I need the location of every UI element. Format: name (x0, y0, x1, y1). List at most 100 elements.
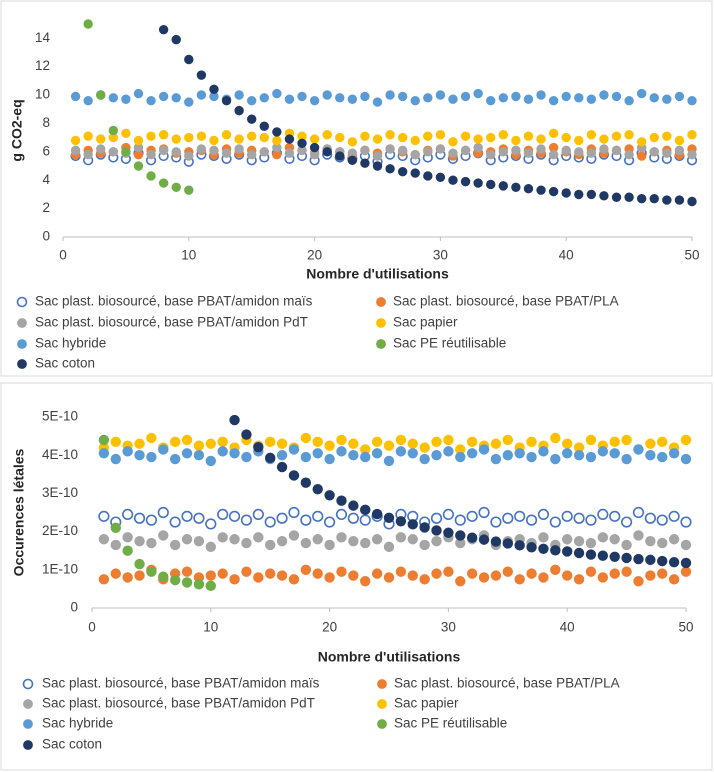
data-point (312, 568, 323, 579)
data-point (383, 455, 395, 467)
data-point (395, 434, 407, 446)
data-point (633, 553, 644, 565)
data-point (621, 539, 632, 551)
data-point (585, 451, 597, 463)
data-point (636, 193, 647, 204)
data-point (108, 93, 119, 103)
legend-marker (22, 678, 34, 690)
data-point (272, 135, 282, 146)
legend-marker (377, 679, 387, 689)
data-point (312, 483, 323, 495)
data-point (609, 436, 620, 448)
data-point (502, 538, 514, 549)
data-point (419, 453, 430, 465)
data-point (548, 149, 559, 160)
data-point (448, 137, 458, 147)
data-point (611, 145, 622, 156)
legend-label: Sac plast. biosourcé, base PBAT/amidon P… (42, 696, 315, 711)
data-point (276, 461, 288, 473)
data-point (205, 580, 217, 592)
data-point (234, 134, 244, 144)
data-point (585, 434, 597, 446)
legend-marker (23, 740, 33, 750)
data-point (674, 135, 685, 146)
data-point (448, 175, 458, 185)
data-point (288, 470, 300, 481)
data-point (209, 84, 219, 95)
data-point (169, 574, 181, 586)
data-point (158, 178, 169, 188)
data-point (561, 91, 571, 102)
data-point (276, 512, 288, 524)
data-point (478, 444, 490, 455)
data-point (620, 516, 633, 528)
data-point (240, 514, 253, 526)
data-point (322, 130, 332, 140)
data-point (624, 192, 634, 202)
data-point (209, 145, 219, 156)
data-point (264, 516, 276, 528)
y-tick-label: 4 (42, 172, 50, 187)
data-point (548, 95, 559, 106)
data-point (276, 570, 288, 581)
data-point (181, 510, 193, 522)
data-point (687, 95, 697, 106)
data-point (662, 94, 672, 104)
data-point (181, 434, 193, 446)
data-point (526, 451, 537, 463)
data-point (410, 95, 420, 106)
data-point (407, 570, 418, 581)
series (98, 530, 692, 553)
legend-marker (377, 699, 387, 709)
data-point (371, 508, 383, 520)
data-point (668, 556, 680, 568)
data-point (645, 554, 656, 566)
data-point (348, 500, 359, 511)
y-tick-label: 0 (42, 229, 50, 244)
data-point (599, 90, 609, 100)
legend-label: Sac hybride (35, 336, 106, 351)
data-point (121, 128, 131, 139)
data-point (360, 504, 371, 516)
x-tick-label: 0 (88, 620, 96, 635)
data-point (514, 510, 526, 522)
data-point (253, 532, 264, 543)
data-point (460, 91, 471, 102)
data-point (609, 510, 621, 522)
data-point (478, 572, 490, 583)
y-tick-label: 8 (42, 115, 50, 130)
data-point (680, 434, 692, 446)
x-tick-label: 50 (684, 248, 699, 263)
series (70, 88, 697, 107)
data-point (228, 510, 241, 522)
data-point (523, 148, 534, 158)
data-point (478, 506, 490, 519)
data-point (134, 438, 145, 449)
data-point (498, 181, 509, 191)
data-point (561, 132, 571, 143)
data-point (134, 570, 145, 581)
data-point (122, 508, 134, 521)
data-point (561, 145, 571, 156)
data-point (246, 95, 257, 106)
data-point (448, 148, 458, 158)
data-point (687, 130, 697, 140)
data-point (83, 149, 93, 160)
data-point (146, 451, 157, 463)
data-point (133, 88, 144, 99)
legend-label: Sac plast. biosourcé, base PBAT/amidon P… (35, 315, 308, 330)
data-point (347, 137, 358, 147)
data-point (312, 510, 324, 522)
data-point (431, 436, 442, 448)
data-point (550, 453, 561, 465)
data-point (573, 535, 585, 547)
data-point (146, 171, 156, 181)
data-point (360, 145, 370, 156)
data-point (246, 149, 257, 160)
data-point (158, 571, 169, 582)
data-point (573, 450, 585, 461)
legend-label: Sac PE réutilisable (394, 716, 507, 731)
x-tick-label: 40 (560, 620, 575, 635)
data-point (514, 540, 525, 551)
data-point (486, 149, 496, 160)
